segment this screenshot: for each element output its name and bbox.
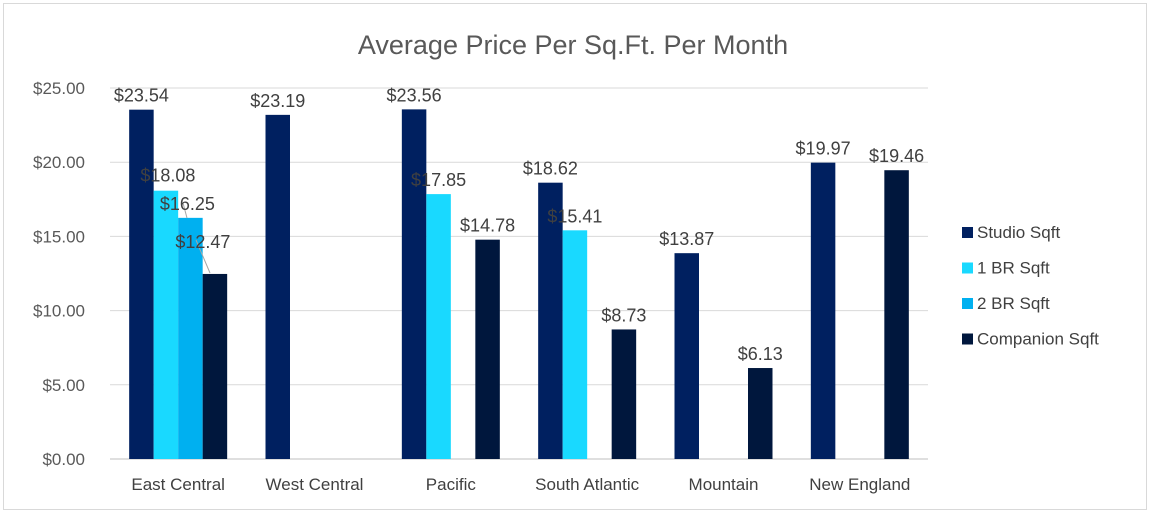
bar-companion-sqft — [748, 368, 773, 459]
x-tick-label: New England — [809, 475, 910, 494]
data-label: $14.78 — [460, 216, 515, 236]
data-label: $16.25 — [160, 194, 215, 214]
data-label: $23.56 — [387, 85, 442, 105]
data-label: $6.13 — [738, 344, 783, 364]
legend-label: Studio Sqft — [977, 223, 1060, 242]
bar-studio-sqft — [265, 114, 290, 459]
data-label: $12.47 — [175, 232, 230, 252]
leader-line — [182, 202, 188, 219]
y-tick-label: $10.00 — [33, 302, 85, 321]
data-label: $23.19 — [250, 91, 305, 111]
y-tick-label: $20.00 — [33, 153, 85, 172]
legend-label: 2 BR Sqft — [977, 294, 1050, 313]
x-tick-label: Mountain — [689, 475, 759, 494]
y-tick-label: $15.00 — [33, 227, 85, 246]
data-label: $18.62 — [523, 159, 578, 179]
data-label: $17.85 — [411, 170, 466, 190]
data-label: $15.41 — [547, 206, 602, 226]
x-tick-label: Pacific — [426, 475, 477, 494]
legend-swatch — [962, 298, 973, 309]
data-label: $23.54 — [114, 86, 169, 106]
bar-1-br-sqft — [562, 230, 588, 459]
bar-studio-sqft — [810, 162, 836, 459]
y-tick-label: $0.00 — [42, 450, 85, 469]
legend-swatch — [962, 262, 973, 274]
x-tick-label: East Central — [131, 475, 225, 494]
bar-1-br-sqft — [153, 190, 179, 459]
data-label: $13.87 — [659, 229, 714, 249]
bar-2-br-sqft — [178, 217, 203, 459]
data-label: $19.97 — [796, 139, 851, 159]
chart-title: Average Price Per Sq.Ft. Per Month — [358, 30, 788, 60]
legend-swatch — [962, 227, 973, 238]
y-tick-label: $25.00 — [33, 79, 85, 98]
x-tick-label: South Atlantic — [535, 475, 639, 494]
bar-companion-sqft — [611, 329, 637, 459]
bar-studio-sqft — [129, 109, 154, 460]
bar-companion-sqft — [884, 170, 909, 459]
x-tick-label: West Central — [266, 475, 364, 494]
bar-studio-sqft — [538, 182, 563, 459]
bar-companion-sqft — [475, 239, 500, 459]
legend-label: 1 BR Sqft — [977, 259, 1050, 278]
legend-swatch — [962, 333, 973, 345]
bar-studio-sqft — [674, 253, 699, 459]
bar-studio-sqft — [401, 109, 427, 459]
y-tick-label: $5.00 — [42, 376, 85, 395]
data-label: $18.08 — [140, 166, 195, 186]
data-label: $8.73 — [601, 305, 646, 325]
bar-companion-sqft — [202, 273, 228, 459]
legend-label: Companion Sqft — [977, 330, 1099, 349]
data-label: $19.46 — [869, 146, 924, 166]
leader-line — [195, 239, 211, 274]
bar-1-br-sqft — [426, 194, 451, 459]
